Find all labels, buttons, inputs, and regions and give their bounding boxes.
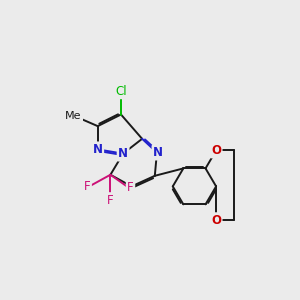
Text: N: N [93, 143, 103, 156]
Text: F: F [84, 180, 91, 193]
Text: N: N [118, 147, 128, 160]
Text: F: F [107, 194, 114, 207]
Text: O: O [211, 214, 221, 227]
Text: O: O [211, 144, 221, 157]
Text: F: F [127, 181, 134, 194]
Text: N: N [153, 146, 163, 159]
Text: Me: Me [65, 111, 82, 121]
Text: Cl: Cl [115, 85, 127, 98]
